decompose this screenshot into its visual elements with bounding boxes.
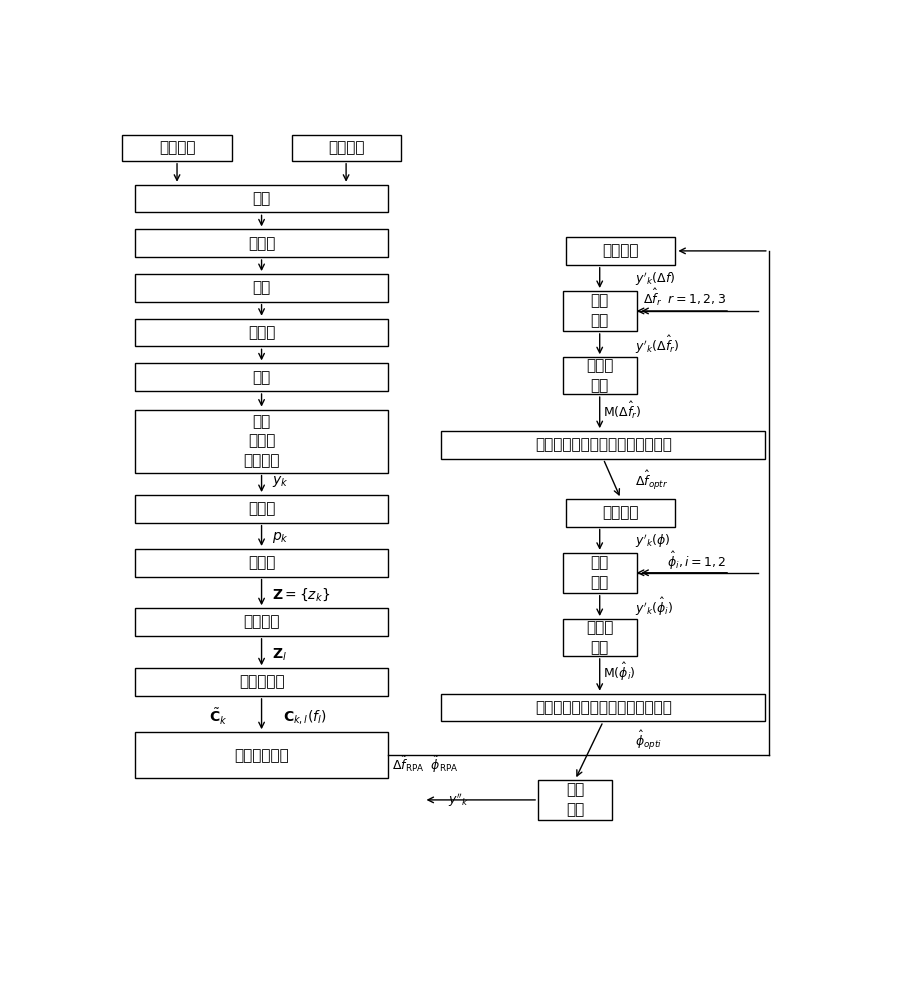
Text: 均方软
输出: 均方软 输出: [586, 358, 614, 393]
Bar: [135, 274, 388, 302]
Text: 校正
信号: 校正 信号: [566, 783, 584, 817]
Bar: [135, 363, 388, 391]
Text: 选取均方软输出最大值对应测试点: 选取均方软输出最大值对应测试点: [534, 437, 672, 452]
Text: 校正信号: 校正信号: [603, 243, 639, 258]
Text: 复用: 复用: [253, 191, 271, 206]
Bar: [135, 410, 388, 473]
Text: 频偏旋转: 频偏旋转: [244, 615, 280, 630]
Bar: [135, 229, 388, 257]
Bar: [566, 499, 675, 527]
Text: $y'_k(\hat{\phi}_i)$: $y'_k(\hat{\phi}_i)$: [634, 596, 674, 618]
Text: 去调制: 去调制: [248, 555, 275, 570]
Text: $\mathbf{C}_{k,l}(f_l)$: $\mathbf{C}_{k,l}(f_l)$: [283, 708, 326, 726]
Text: $\mathrm{M}(\Delta\hat{f}_r)$: $\mathrm{M}(\Delta\hat{f}_r)$: [604, 400, 642, 421]
Text: $\hat{\phi}_i, i=1,2$: $\hat{\phi}_i, i=1,2$: [667, 550, 726, 572]
Text: $y_k$: $y_k$: [272, 474, 289, 489]
Text: 均方软
输出: 均方软 输出: [586, 620, 614, 655]
Text: $\mathbf{Z}_l$: $\mathbf{Z}_l$: [272, 646, 287, 663]
Text: $\mathbf{Z}=\{z_k\}$: $\mathbf{Z}=\{z_k\}$: [272, 587, 331, 603]
Bar: [135, 732, 388, 778]
Text: 数据帧: 数据帧: [248, 236, 275, 251]
Text: $y'_k(\Delta\hat{f}_r)$: $y'_k(\Delta\hat{f}_r)$: [634, 334, 679, 356]
Text: $y'_k(\Delta f)$: $y'_k(\Delta f)$: [634, 271, 675, 288]
Text: 频率相位估计: 频率相位估计: [235, 748, 289, 763]
Text: 上变频: 上变频: [248, 325, 275, 340]
Bar: [123, 135, 232, 161]
Bar: [563, 357, 636, 394]
Text: $\Delta\hat{f}_{optr}$: $\Delta\hat{f}_{optr}$: [634, 469, 668, 492]
Bar: [135, 668, 388, 696]
Bar: [292, 135, 401, 161]
Bar: [563, 291, 636, 331]
Text: 选取均方软输出最大值对应测试点: 选取均方软输出最大值对应测试点: [534, 700, 672, 715]
Text: $\hat{\phi}_{opti}$: $\hat{\phi}_{opti}$: [634, 729, 662, 752]
Text: $\Delta\tilde{f}_{\mathrm{RPA}}$  $\tilde{\phi}_{\mathrm{RPA}}$: $\Delta\tilde{f}_{\mathrm{RPA}}$ $\tilde…: [392, 754, 458, 775]
Bar: [135, 608, 388, 636]
Text: 平均周期图: 平均周期图: [239, 675, 285, 690]
Bar: [441, 694, 765, 721]
Text: 解复用: 解复用: [248, 501, 275, 516]
Bar: [135, 495, 388, 523]
Text: 滤波
下变频
数字采样: 滤波 下变频 数字采样: [244, 414, 280, 468]
Text: $\tilde{\mathbf{C}}_k$: $\tilde{\mathbf{C}}_k$: [209, 707, 227, 727]
Text: 信道: 信道: [253, 370, 271, 385]
Bar: [538, 780, 612, 820]
Text: $\mathrm{M}(\hat{\phi}_i)$: $\mathrm{M}(\hat{\phi}_i)$: [604, 661, 636, 683]
Text: 校正信号: 校正信号: [603, 505, 639, 520]
Bar: [135, 185, 388, 212]
Text: 调制: 调制: [253, 280, 271, 295]
Text: $p_k$: $p_k$: [272, 530, 289, 545]
Bar: [135, 549, 388, 577]
Bar: [563, 553, 636, 593]
Bar: [563, 619, 636, 656]
Text: $y''_k$: $y''_k$: [448, 791, 469, 809]
Text: 信号
补偿: 信号 补偿: [591, 555, 609, 590]
Text: $y'_k(\phi)$: $y'_k(\phi)$: [634, 532, 671, 550]
Text: 导频序列: 导频序列: [159, 140, 195, 155]
Bar: [135, 319, 388, 346]
Text: 信息序列: 信息序列: [328, 140, 365, 155]
Bar: [441, 431, 765, 459]
Text: 信号
补偿: 信号 补偿: [591, 294, 609, 328]
Text: $\Delta\hat{f}_r$  $r=1,2,3$: $\Delta\hat{f}_r$ $r=1,2,3$: [644, 287, 726, 308]
Bar: [566, 237, 675, 265]
